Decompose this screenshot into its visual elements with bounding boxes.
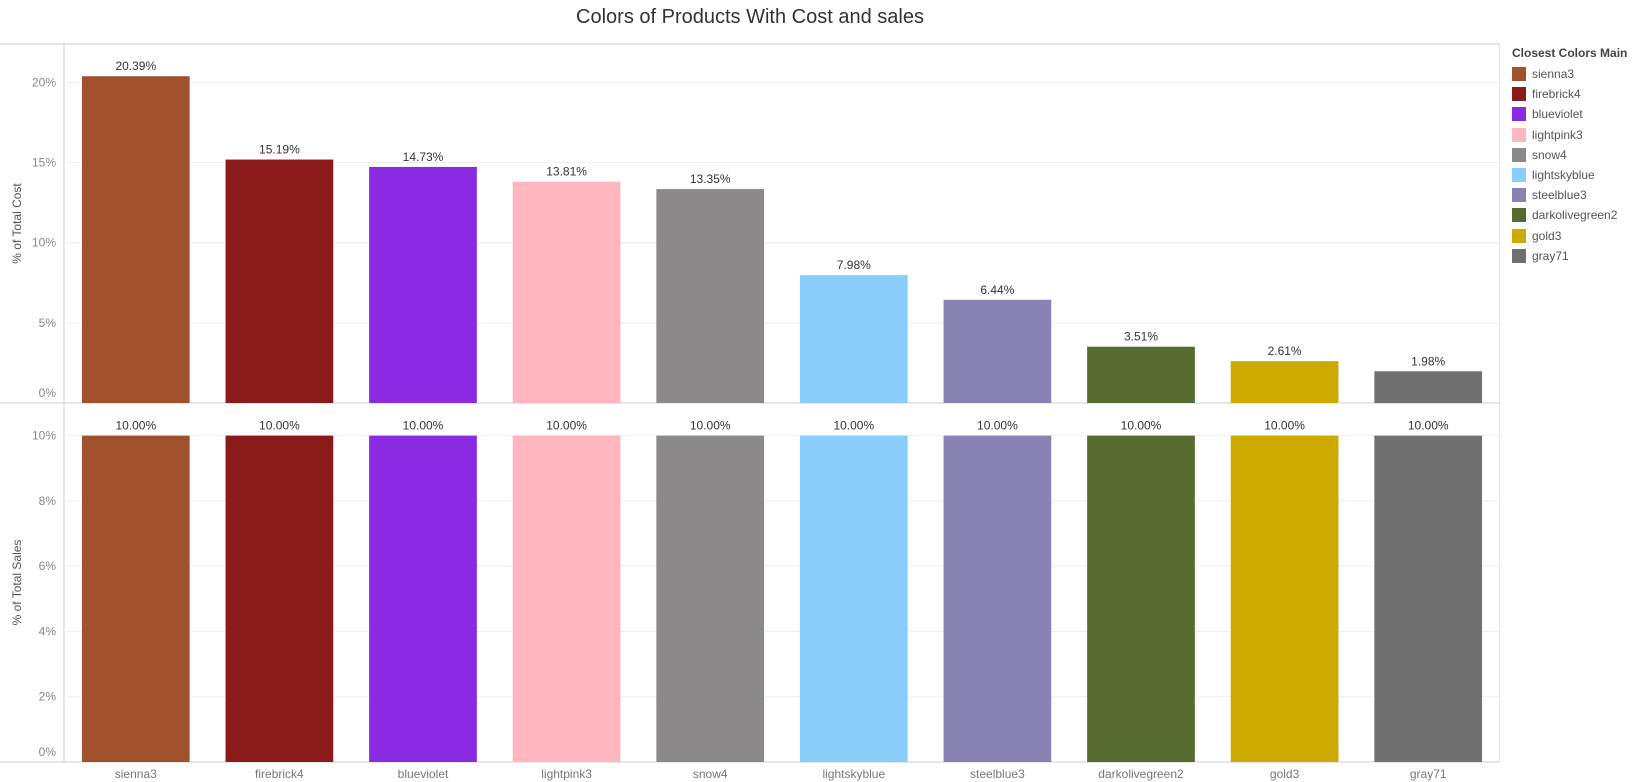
bar-lightpink3 bbox=[512, 181, 621, 403]
legend-item-gray71[interactable]: gray71 bbox=[1512, 246, 1642, 266]
y-axis-label: % of Total Sales bbox=[10, 540, 24, 626]
data-label: 10.00% bbox=[115, 419, 156, 433]
bar-gold3 bbox=[1230, 435, 1339, 762]
legend-item-blueviolet[interactable]: blueviolet bbox=[1512, 104, 1642, 124]
legend-swatch bbox=[1512, 168, 1526, 183]
legend-item-gold3[interactable]: gold3 bbox=[1512, 226, 1642, 246]
y-tick-label: 10% bbox=[32, 429, 56, 443]
legend-item-lightskyblue[interactable]: lightskyblue bbox=[1512, 165, 1642, 185]
y-tick-label: 6% bbox=[39, 559, 57, 573]
x-tick-label: blueviolet bbox=[398, 767, 449, 781]
legend[interactable]: Closest Colors Main sienna3 firebrick4 blu… bbox=[1512, 46, 1642, 266]
legend-item-darkolivegreen2[interactable]: darkolivegreen2 bbox=[1512, 205, 1642, 225]
data-label: 10.00% bbox=[1408, 419, 1449, 433]
bar-firebrick4 bbox=[225, 435, 334, 762]
y-tick-label: 15% bbox=[32, 156, 56, 170]
y-tick-label: 10% bbox=[32, 236, 56, 250]
legend-item-lightpink3[interactable]: lightpink3 bbox=[1512, 125, 1642, 145]
legend-label: snow4 bbox=[1532, 147, 1567, 162]
legend-label: firebrick4 bbox=[1532, 87, 1581, 102]
chart-area: 0% 5% 10% 15% 20% % of Total Cost 20.39% 15.19%… bbox=[0, 43, 1500, 781]
data-label: 20.39% bbox=[115, 59, 156, 73]
y-tick-label: 0% bbox=[39, 745, 57, 759]
data-label: 1.98% bbox=[1411, 354, 1445, 368]
data-label: 10.00% bbox=[546, 419, 587, 433]
data-label: 10.00% bbox=[977, 419, 1018, 433]
bar-gray71 bbox=[1374, 371, 1483, 403]
x-tick-label: lightpink3 bbox=[541, 767, 592, 781]
data-label: 13.35% bbox=[690, 172, 731, 186]
legend-label: darkolivegreen2 bbox=[1532, 208, 1618, 223]
bar-blueviolet bbox=[369, 166, 477, 403]
y-tick-label: 2% bbox=[39, 690, 57, 704]
bar-sienna3 bbox=[81, 435, 190, 762]
legend-item-sienna3[interactable]: sienna3 bbox=[1512, 64, 1642, 84]
x-tick-label: steelblue3 bbox=[970, 767, 1025, 781]
chart-title: Colors of Products With Cost and sales bbox=[576, 6, 924, 28]
y-tick-label: 0% bbox=[39, 386, 57, 400]
legend-label: lightpink3 bbox=[1532, 127, 1583, 142]
data-label: 10.00% bbox=[690, 419, 731, 433]
bar-blueviolet bbox=[369, 435, 477, 762]
legend-item-snow4[interactable]: snow4 bbox=[1512, 145, 1642, 165]
data-label: 2.61% bbox=[1268, 344, 1302, 358]
legend-label: steelblue3 bbox=[1532, 188, 1587, 203]
legend-swatch bbox=[1512, 107, 1526, 122]
data-label: 6.44% bbox=[980, 283, 1014, 297]
data-label: 10.00% bbox=[833, 419, 874, 433]
bar-lightskyblue bbox=[799, 275, 908, 403]
y-tick-label: 5% bbox=[39, 316, 57, 330]
x-tick-label: darkolivegreen2 bbox=[1098, 767, 1184, 781]
bar-gray71 bbox=[1374, 435, 1483, 762]
bar-steelblue3 bbox=[943, 299, 1052, 403]
legend-swatch bbox=[1512, 87, 1526, 102]
x-tick-label: firebrick4 bbox=[255, 767, 304, 781]
legend-label: gray71 bbox=[1532, 248, 1569, 263]
legend-swatch bbox=[1512, 147, 1526, 162]
bar-lightpink3 bbox=[512, 435, 621, 762]
data-label: 3.51% bbox=[1124, 330, 1158, 344]
data-label: 10.00% bbox=[1264, 419, 1305, 433]
legend-swatch bbox=[1512, 188, 1526, 203]
y-axis-label: % of Total Cost bbox=[10, 183, 24, 264]
data-label: 7.98% bbox=[837, 258, 871, 272]
bar-lightskyblue bbox=[799, 435, 908, 762]
y-tick-label: 8% bbox=[39, 494, 57, 508]
x-tick-label: gold3 bbox=[1270, 767, 1300, 781]
legend-swatch bbox=[1512, 127, 1526, 142]
legend-items: sienna3 firebrick4 blueviolet lightpink3 sno… bbox=[1512, 64, 1642, 266]
legend-label: lightskyblue bbox=[1532, 168, 1595, 183]
legend-item-steelblue3[interactable]: steelblue3 bbox=[1512, 185, 1642, 205]
bar-darkolivegreen2 bbox=[1087, 346, 1195, 403]
x-tick-label: lightskyblue bbox=[822, 767, 885, 781]
bar-snow4 bbox=[656, 189, 765, 403]
bar-sienna3 bbox=[81, 76, 190, 403]
bar-gold3 bbox=[1230, 361, 1339, 403]
x-tick-label: snow4 bbox=[693, 767, 728, 781]
legend-swatch bbox=[1512, 208, 1526, 223]
bar-snow4 bbox=[656, 435, 765, 762]
legend-label: blueviolet bbox=[1532, 107, 1583, 122]
data-label: 13.81% bbox=[546, 165, 587, 179]
data-label: 10.00% bbox=[403, 419, 444, 433]
legend-swatch bbox=[1512, 228, 1526, 243]
data-label: 10.00% bbox=[259, 419, 300, 433]
legend-label: sienna3 bbox=[1532, 67, 1575, 82]
x-tick-label: sienna3 bbox=[115, 767, 157, 781]
bar-darkolivegreen2 bbox=[1087, 435, 1195, 762]
legend-swatch bbox=[1512, 67, 1526, 82]
bar-firebrick4 bbox=[225, 159, 334, 403]
data-label: 10.00% bbox=[1121, 419, 1162, 433]
data-label: 15.19% bbox=[259, 143, 300, 157]
data-label: 14.73% bbox=[403, 150, 444, 164]
y-tick-label: 20% bbox=[32, 75, 56, 89]
bar-steelblue3 bbox=[943, 435, 1052, 762]
y-tick-label: 4% bbox=[39, 624, 57, 638]
legend-title: Closest Colors Main bbox=[1512, 46, 1628, 60]
legend-swatch bbox=[1512, 248, 1526, 263]
legend-label: gold3 bbox=[1532, 228, 1562, 243]
legend-item-firebrick4[interactable]: firebrick4 bbox=[1512, 84, 1642, 104]
x-tick-label: gray71 bbox=[1410, 767, 1447, 781]
